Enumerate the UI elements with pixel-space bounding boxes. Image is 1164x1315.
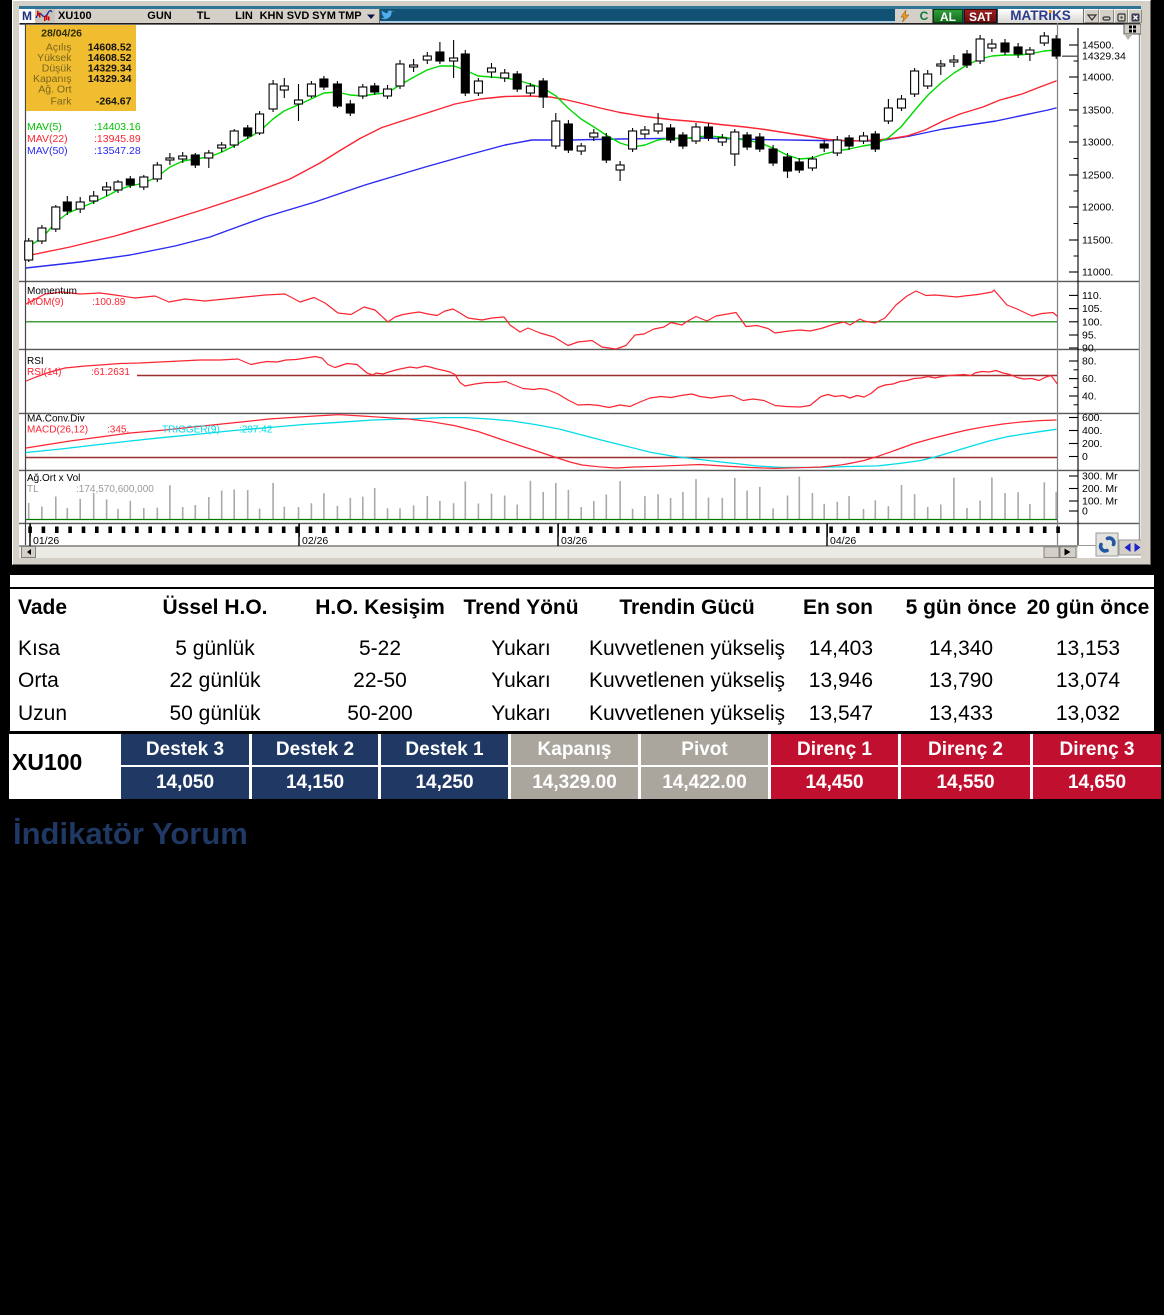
- svg-text:100.: 100.: [1082, 316, 1102, 328]
- svg-text:14000.: 14000.: [1082, 72, 1114, 84]
- svg-text:Momentum: Momentum: [27, 286, 77, 297]
- svg-text:-264.67: -264.67: [96, 96, 132, 108]
- svg-text:40.: 40.: [1082, 391, 1097, 403]
- svg-text::14403.16: :14403.16: [94, 121, 141, 133]
- svg-text:80.: 80.: [1082, 356, 1097, 368]
- svg-text:MA.Conv.Div: MA.Conv.Div: [27, 414, 85, 425]
- svg-text:04/26: 04/26: [830, 535, 856, 547]
- svg-text:105.: 105.: [1082, 303, 1102, 315]
- svg-text:200. Mr: 200. Mr: [1082, 483, 1118, 495]
- svg-text:01/26: 01/26: [33, 535, 59, 547]
- svg-text:60.: 60.: [1082, 373, 1097, 385]
- svg-text:TRIGGER(9): TRIGGER(9): [162, 425, 220, 436]
- svg-text:Yüksek: Yüksek: [37, 52, 72, 64]
- svg-text::13945.89: :13945.89: [94, 133, 141, 145]
- svg-text:12000.: 12000.: [1082, 202, 1114, 214]
- svg-text:02/26: 02/26: [302, 535, 328, 547]
- svg-text:90.: 90.: [1082, 343, 1097, 355]
- svg-text:MOM(9): MOM(9): [27, 297, 64, 308]
- svg-text::100.89: :100.89: [92, 297, 126, 308]
- svg-text:13000.: 13000.: [1082, 137, 1114, 149]
- svg-text:14329.34: 14329.34: [88, 63, 132, 75]
- svg-text::61.2631: :61.2631: [91, 367, 130, 378]
- svg-text::174,570,600,000: :174,570,600,000: [76, 484, 154, 495]
- svg-text:14329.34: 14329.34: [88, 73, 132, 85]
- svg-text:0: 0: [1082, 451, 1088, 463]
- svg-text:TL: TL: [27, 484, 39, 495]
- svg-text:100. Mr: 100. Mr: [1082, 496, 1118, 508]
- svg-text::345.: :345.: [107, 425, 129, 436]
- svg-text:11500.: 11500.: [1082, 235, 1113, 247]
- svg-text:Ağ.Ort x Vol: Ağ.Ort x Vol: [27, 473, 80, 484]
- svg-text:600.: 600.: [1082, 412, 1102, 424]
- svg-text:13500.: 13500.: [1082, 105, 1114, 117]
- svg-text:95.: 95.: [1082, 330, 1097, 342]
- svg-text:03/26: 03/26: [561, 535, 587, 547]
- svg-text:MAV(5): MAV(5): [27, 121, 62, 133]
- svg-text:Kapanış: Kapanış: [33, 73, 72, 85]
- svg-text:11000.: 11000.: [1082, 267, 1113, 279]
- svg-text:14608.52: 14608.52: [88, 52, 132, 64]
- svg-text:110.: 110.: [1082, 290, 1102, 302]
- svg-text:400.: 400.: [1082, 425, 1102, 437]
- svg-text:MAV(22): MAV(22): [27, 133, 68, 145]
- svg-text:300. Mr: 300. Mr: [1082, 471, 1118, 483]
- svg-text::13547.28: :13547.28: [94, 145, 141, 157]
- svg-text:MAV(50): MAV(50): [27, 145, 68, 157]
- svg-text:12500.: 12500.: [1082, 170, 1114, 182]
- svg-text:14608.52: 14608.52: [88, 42, 132, 54]
- svg-text:Açılış: Açılış: [46, 42, 72, 54]
- svg-text:14329.34: 14329.34: [1082, 51, 1126, 63]
- svg-text:28/04/26: 28/04/26: [41, 28, 82, 40]
- svg-text:0: 0: [1082, 506, 1088, 518]
- svg-text:Fark: Fark: [51, 96, 73, 108]
- svg-text::297.42: :297.42: [239, 425, 273, 436]
- svg-text:14500.: 14500.: [1082, 40, 1114, 52]
- svg-text:RSI: RSI: [27, 356, 44, 367]
- svg-text:Ağ. Ort: Ağ. Ort: [38, 84, 71, 96]
- svg-text:RSI(14): RSI(14): [27, 367, 61, 378]
- svg-text:200.: 200.: [1082, 438, 1102, 450]
- svg-text:MACD(26,12): MACD(26,12): [27, 425, 88, 436]
- svg-text:Düşük: Düşük: [42, 63, 73, 75]
